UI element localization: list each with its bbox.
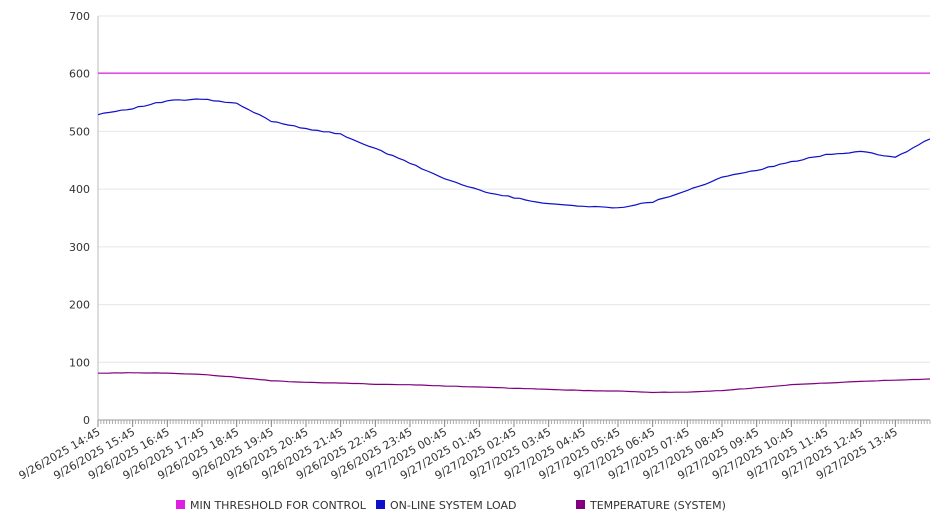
legend-swatch bbox=[576, 500, 585, 509]
series-line bbox=[97, 98, 931, 209]
y-tick-label: 700 bbox=[69, 10, 90, 23]
legend-label: MIN THRESHOLD FOR CONTROL bbox=[190, 499, 367, 512]
y-tick-label: 100 bbox=[69, 356, 90, 369]
y-tick-label: 0 bbox=[83, 414, 90, 427]
legend-label: ON-LINE SYSTEM LOAD bbox=[390, 499, 516, 512]
y-tick-label: 400 bbox=[69, 183, 90, 196]
legend-label: TEMPERATURE (SYSTEM) bbox=[589, 499, 726, 512]
y-tick-label: 300 bbox=[69, 241, 90, 254]
y-tick-label: 500 bbox=[69, 125, 90, 138]
series-line bbox=[98, 372, 931, 394]
y-tick-label: 200 bbox=[69, 299, 90, 312]
y-tick-label: 600 bbox=[69, 68, 90, 81]
legend-swatch bbox=[376, 500, 385, 509]
legend-swatch bbox=[176, 500, 185, 509]
